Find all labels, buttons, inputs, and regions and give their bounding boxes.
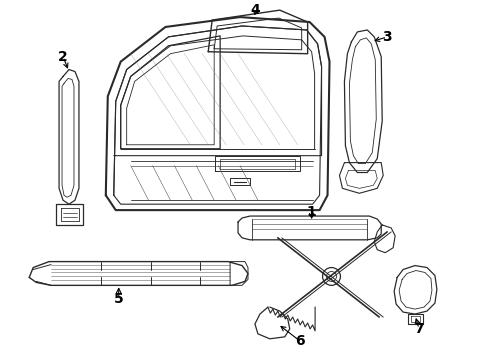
Text: 3: 3 — [382, 30, 392, 44]
Text: 5: 5 — [114, 292, 123, 306]
Text: 4: 4 — [250, 3, 260, 17]
Text: 1: 1 — [307, 205, 317, 219]
Text: 2: 2 — [58, 50, 68, 64]
Text: 6: 6 — [295, 334, 304, 348]
Text: 7: 7 — [414, 322, 424, 336]
